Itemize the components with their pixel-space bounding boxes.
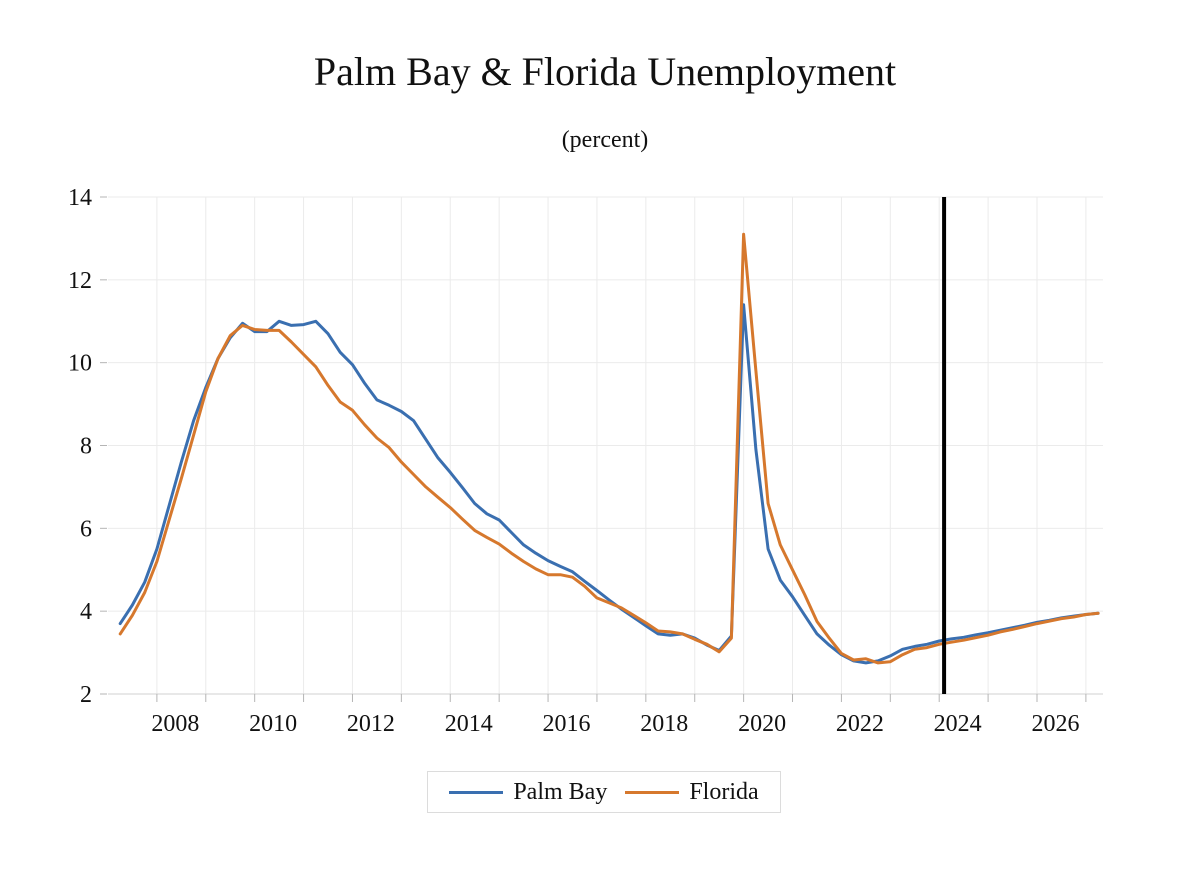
x-tick-label: 2022	[836, 711, 884, 737]
legend-label-florida: Florida	[689, 778, 759, 805]
x-tick-label: 2012	[347, 711, 395, 737]
legend-item-florida: Florida	[625, 778, 759, 806]
y-tick-label: 6	[80, 516, 92, 542]
chart-subtitle: (percent)	[561, 127, 649, 153]
y-tick-label: 10	[68, 351, 92, 377]
x-tick-label: 2014	[445, 711, 493, 737]
chart-title: Palm Bay & Florida Unemployment	[313, 49, 897, 94]
y-tick-label: 12	[68, 268, 92, 294]
y-tick-label: 4	[80, 599, 92, 625]
legend-label-palm-bay: Palm Bay	[513, 778, 608, 805]
y-tick-label: 8	[80, 434, 92, 460]
legend-swatch-florida	[625, 790, 680, 794]
series-line-palm-bay	[118, 303, 1100, 665]
y-tick-label: 2	[80, 682, 92, 708]
legend-swatch-palm-bay	[449, 790, 504, 794]
x-tick-label: 2008	[151, 711, 199, 737]
legend-item-palm-bay: Palm Bay	[449, 779, 607, 806]
x-tick-label: 2020	[738, 711, 786, 737]
x-tick-label: 2018	[640, 711, 688, 737]
y-tick-label: 14	[68, 185, 92, 211]
x-tick-label: 2024	[934, 711, 982, 737]
x-tick-label: 2016	[542, 711, 590, 737]
series-line-florida	[118, 232, 1100, 665]
legend: Palm Bay Florida	[427, 771, 781, 813]
x-tick-label: 2010	[249, 711, 297, 737]
x-tick-label: 2026	[1031, 711, 1079, 737]
